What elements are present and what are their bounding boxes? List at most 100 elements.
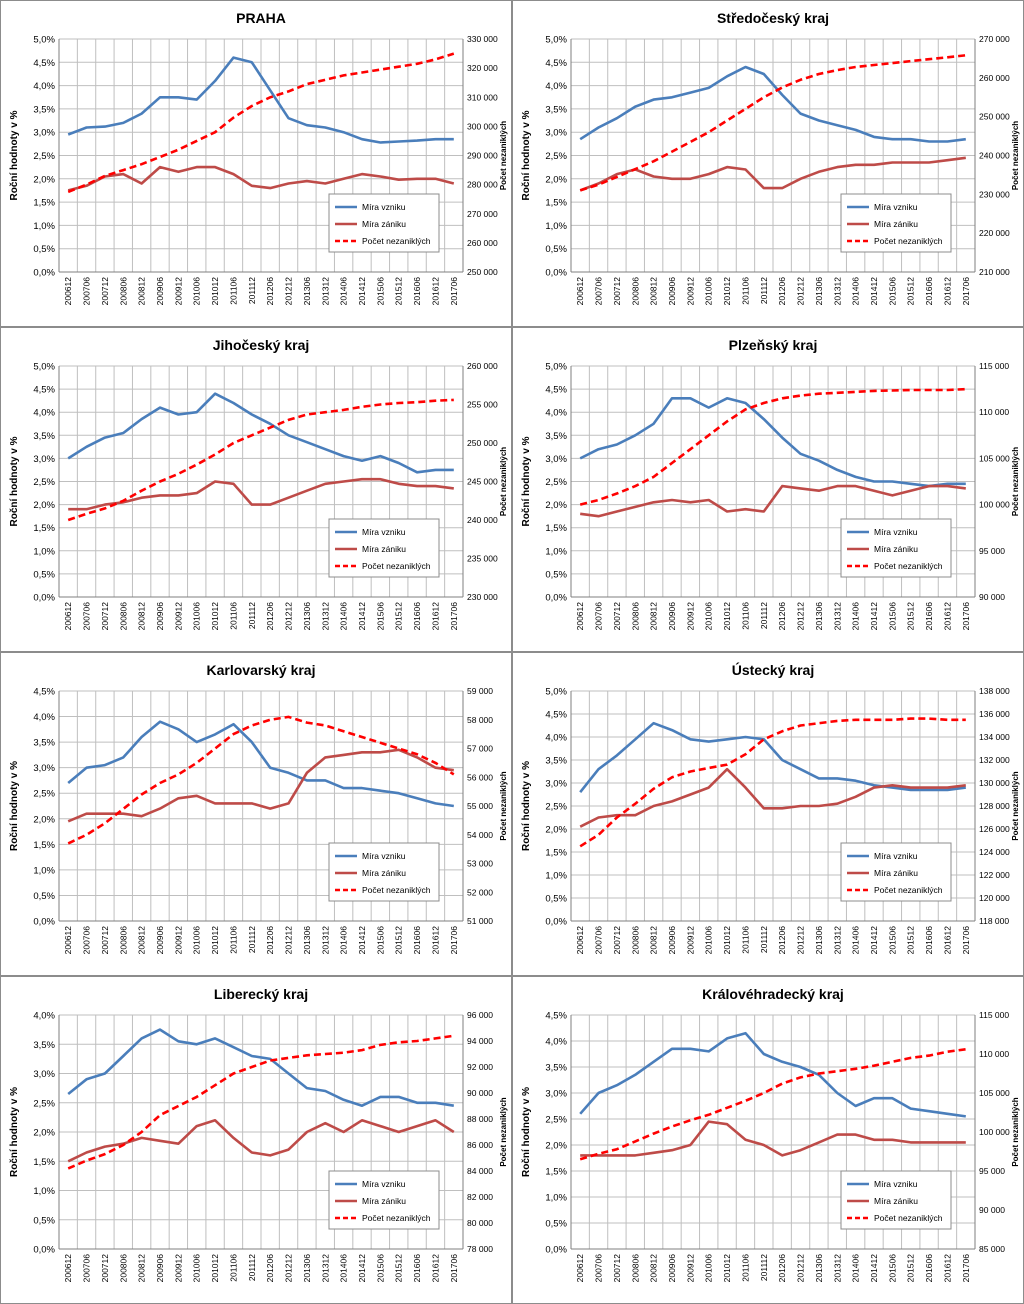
x-tick-label: 201106 <box>228 602 238 630</box>
x-tick-label: 201206 <box>265 926 275 955</box>
legend-label: Počet nezaniklých <box>874 236 943 246</box>
x-tick-label: 201506 <box>375 602 385 631</box>
y-tick-left: 1,0% <box>33 221 55 232</box>
chart-svg: Královéhradecký kraj Roční hodnoty v % Poč… <box>521 986 1020 1283</box>
x-tick-label: 201006 <box>704 602 714 631</box>
x-tick-label: 201606 <box>412 926 422 955</box>
x-tick-label: 201706 <box>449 602 459 631</box>
y-tick-left: 1,0% <box>33 1186 55 1197</box>
y-tick-left: 1,5% <box>545 1167 567 1178</box>
y-tick-right: 118 000 <box>979 916 1009 926</box>
series-line-pocet-nezaniklych <box>67 398 454 522</box>
x-tick-label: 200912 <box>685 602 695 631</box>
x-tick-label: 200712 <box>100 926 110 955</box>
y-tick-left: 4,5% <box>33 385 55 396</box>
y-tick-right: 78 000 <box>467 1244 493 1254</box>
y-tick-left: 4,0% <box>545 81 567 92</box>
legend-label: Míra vzniku <box>874 202 918 212</box>
x-tick-label: 201212 <box>284 1254 294 1283</box>
y-axis-right-label: Počet nezaniklých <box>1011 447 1020 516</box>
y-tick-right: 115 000 <box>979 1010 1009 1020</box>
x-tick-label: 200806 <box>630 1254 640 1283</box>
chart-panel: Plzeňský kraj Roční hodnoty v % Počet neza… <box>512 327 1024 652</box>
y-tick-right: 290 000 <box>467 151 498 161</box>
y-tick-left: 4,0% <box>33 81 55 92</box>
y-tick-left: 2,0% <box>33 174 55 185</box>
x-tick-label: 201512 <box>906 602 916 631</box>
y-tick-left: 4,0% <box>33 408 55 419</box>
chart-svg: Karlovarský kraj Roční hodnoty v % Počet n… <box>9 662 508 955</box>
x-tick-label: 201606 <box>412 277 422 306</box>
y-tick-right: 85 000 <box>979 1244 1005 1254</box>
y-tick-left: 3,0% <box>33 128 55 139</box>
y-tick-left: 2,5% <box>33 1098 55 1109</box>
y-tick-left: 4,5% <box>545 385 567 396</box>
chart-panel: Ústecký kraj Roční hodnoty v % Počet nezan… <box>512 652 1024 976</box>
legend-label: Míra zániku <box>362 219 406 229</box>
y-tick-right: 54 000 <box>467 830 493 840</box>
x-tick-label: 201112 <box>759 277 769 304</box>
x-tick-label: 201112 <box>247 277 257 304</box>
legend-label: Míra zániku <box>874 868 918 878</box>
x-tick-label: 200906 <box>667 1254 677 1283</box>
x-tick-label: 201606 <box>924 1254 934 1283</box>
x-tick-label: 201206 <box>265 602 275 631</box>
x-tick-label: 200712 <box>612 926 622 955</box>
x-tick-label: 200806 <box>630 926 640 955</box>
y-tick-right: 250 000 <box>467 267 498 277</box>
y-tick-left: 2,0% <box>33 500 55 511</box>
y-tick-left: 4,5% <box>545 58 567 69</box>
legend-label: Počet nezaniklých <box>362 561 431 571</box>
x-tick-label: 201012 <box>722 277 732 306</box>
y-axis-right-label: Počet nezaniklých <box>1011 771 1020 840</box>
x-tick-label: 200912 <box>685 926 695 955</box>
chart-title: Ústecký kraj <box>732 661 815 678</box>
x-tick-label: 201512 <box>394 277 404 306</box>
series-line-mira-zaniku <box>67 748 454 823</box>
x-tick-label: 201006 <box>704 277 714 306</box>
legend: Míra vzniku Míra zániku Počet nezaniklých <box>840 1170 952 1230</box>
y-tick-left: 4,5% <box>545 1011 567 1022</box>
y-tick-right: 260 000 <box>467 238 498 248</box>
x-tick-label: 200712 <box>100 602 110 631</box>
y-tick-left: 3,5% <box>33 104 55 115</box>
x-tick-label: 201612 <box>430 277 440 306</box>
chart-title: Plzeňský kraj <box>729 337 818 353</box>
y-axis-left-label: Roční hodnoty v % <box>521 1087 532 1177</box>
legend-label: Míra vzniku <box>874 851 918 861</box>
legend-label: Míra vzniku <box>362 851 406 861</box>
x-tick-label: 201406 <box>851 926 861 955</box>
x-tick-label: 200906 <box>667 602 677 631</box>
y-tick-left: 1,5% <box>33 1157 55 1168</box>
x-tick-label: 201212 <box>796 1254 806 1283</box>
y-tick-right: 56 000 <box>467 772 493 782</box>
y-tick-right: 240 000 <box>979 151 1010 161</box>
y-tick-right: 128 000 <box>979 801 1010 811</box>
y-tick-left: 1,5% <box>33 523 55 534</box>
x-tick-label: 201006 <box>704 1254 714 1283</box>
x-tick-label: 201412 <box>869 1254 879 1283</box>
x-tick-label: 201406 <box>339 602 349 631</box>
chart-panel: PRAHA Roční hodnoty v % Počet nezaniklých 0… <box>0 0 512 327</box>
series-line-mira-zaniku <box>580 484 966 518</box>
legend-label: Míra zániku <box>874 219 918 229</box>
y-tick-left: 0,0% <box>545 1245 567 1256</box>
x-tick-label: 201106 <box>740 926 750 954</box>
x-tick-label: 201506 <box>375 926 385 955</box>
legend: Míra vzniku Míra zániku Počet nezaniklých <box>840 193 952 253</box>
y-tick-left: 1,0% <box>33 546 55 557</box>
y-tick-left: 4,0% <box>33 1011 55 1022</box>
y-tick-left: 1,0% <box>545 871 567 882</box>
y-tick-right: 240 000 <box>467 515 498 525</box>
y-tick-left: 5,0% <box>33 362 55 373</box>
y-tick-right: 250 000 <box>467 438 498 448</box>
x-tick-label: 200806 <box>630 602 640 631</box>
x-tick-label: 200706 <box>82 602 92 631</box>
x-tick-label: 201212 <box>284 277 294 306</box>
x-tick-label: 201612 <box>430 1254 440 1283</box>
x-tick-label: 201306 <box>302 602 312 631</box>
x-tick-label: 201006 <box>192 277 202 306</box>
y-tick-left: 3,5% <box>545 756 567 767</box>
y-axis-right-label: Počet nezaniklých <box>499 771 508 840</box>
x-tick-label: 201106 <box>228 277 238 305</box>
